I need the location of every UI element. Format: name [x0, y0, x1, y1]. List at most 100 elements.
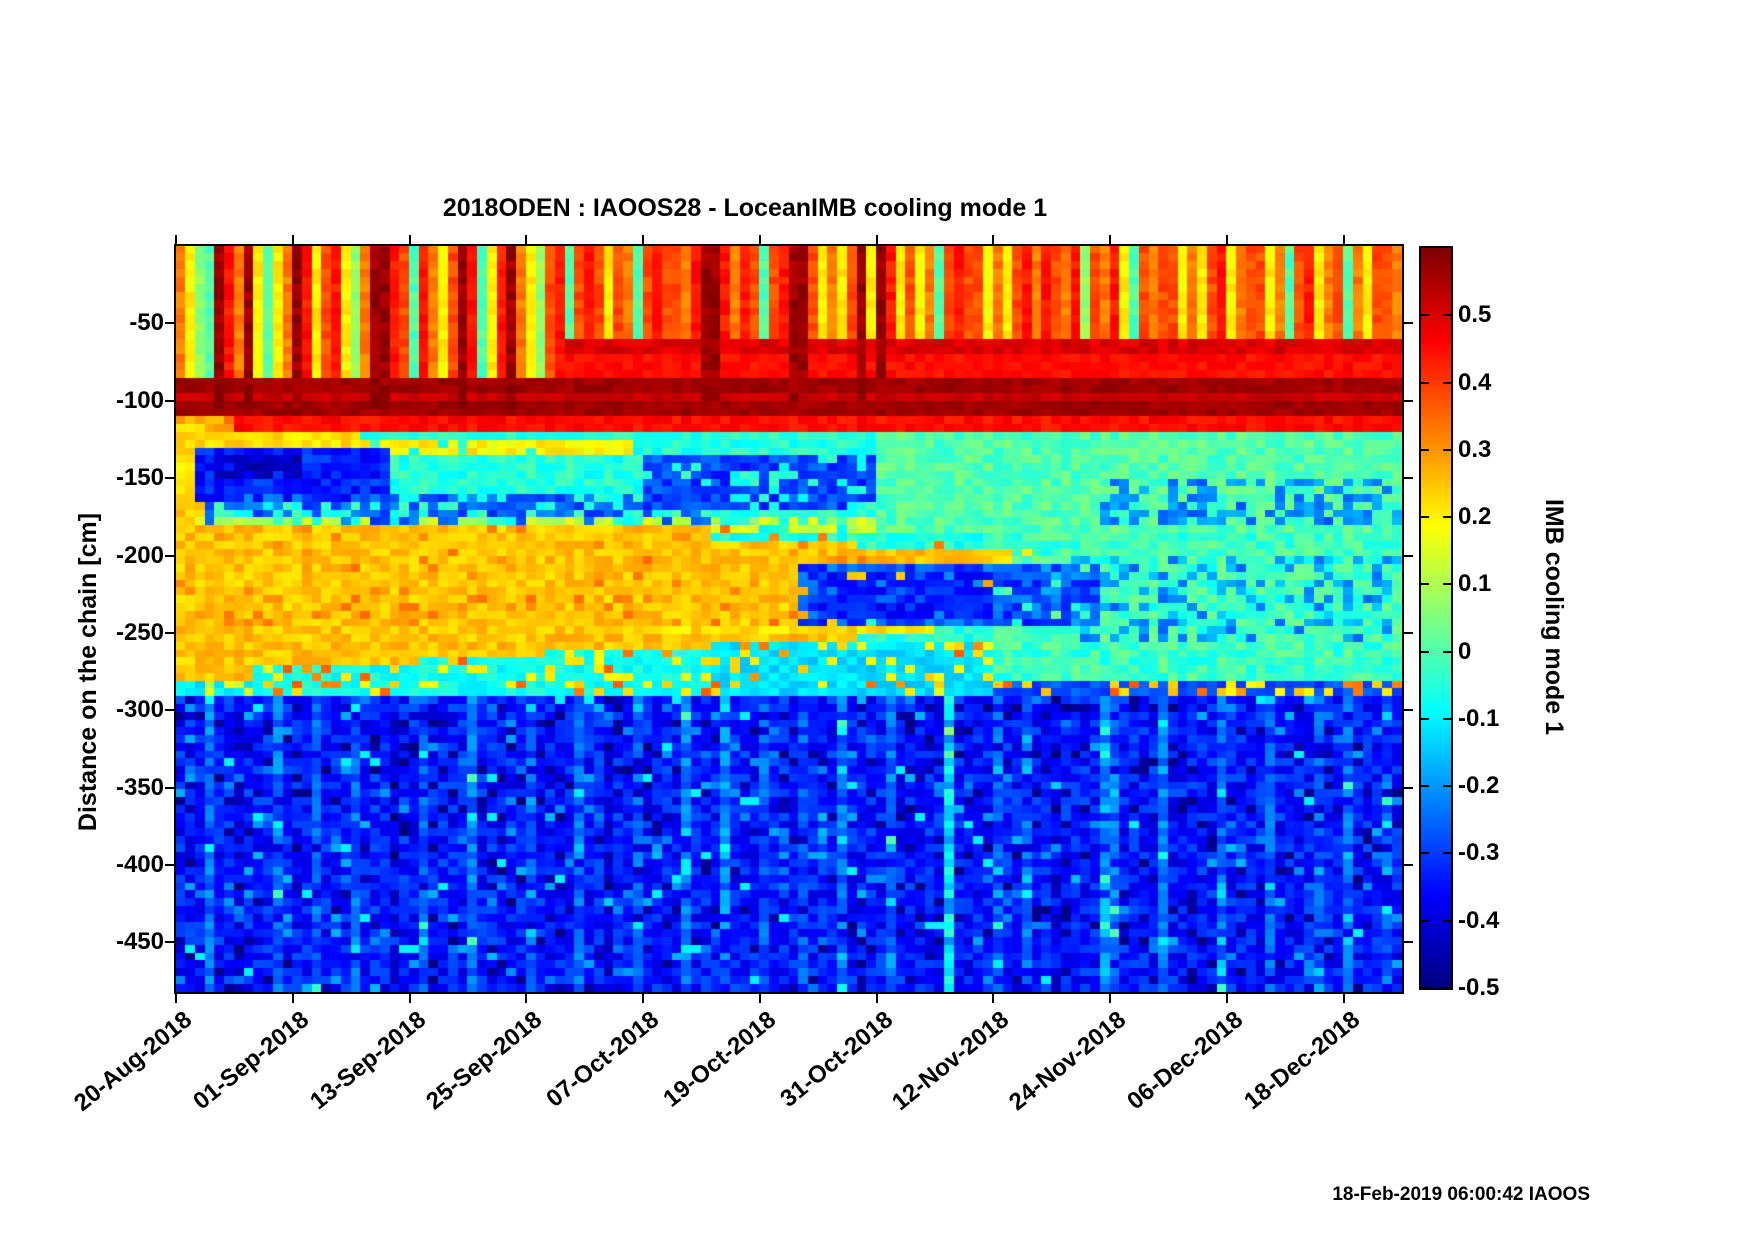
x-tick-label: 07-Oct-2018: [541, 1006, 665, 1113]
x-tick: [642, 994, 645, 1003]
y-tick-right: [1404, 786, 1413, 789]
x-tick-label: 19-Oct-2018: [658, 1006, 781, 1113]
colorbar-tick: [1443, 583, 1451, 586]
x-tick-top: [992, 235, 995, 244]
timestamp: 18-Feb-2019 06:00:42 IAOOS: [1332, 1184, 1590, 1205]
colorbar-tick: [1443, 717, 1451, 720]
y-tick: [165, 864, 174, 867]
colorbar-tick: [1443, 785, 1451, 788]
colorbar-tick: [1443, 381, 1451, 384]
y-tick: [165, 631, 174, 634]
y-tick-label: -200: [115, 541, 164, 569]
x-tick: [525, 994, 528, 1003]
x-tick-label: 12-Nov-2018: [887, 1006, 1015, 1116]
colorbar-border: [1419, 246, 1453, 990]
y-tick: [165, 941, 174, 944]
colorbar-tick-label: -0.3: [1458, 839, 1500, 867]
colorbar-tick-label: 0.2: [1458, 503, 1492, 531]
plot-border: [174, 244, 1404, 994]
x-tick: [758, 994, 761, 1003]
y-tick-label: -100: [115, 386, 164, 414]
x-tick-label: 06-Dec-2018: [1121, 1006, 1248, 1116]
y-tick-label: -400: [115, 851, 164, 879]
colorbar-tick: [1443, 919, 1451, 922]
x-tick: [1342, 994, 1345, 1003]
y-tick: [165, 322, 174, 325]
y-tick: [165, 554, 174, 557]
colorbar-tick: [1421, 448, 1429, 451]
y-tick-label: -250: [115, 618, 164, 646]
y-tick-right: [1404, 709, 1413, 712]
colorbar-tick: [1421, 516, 1429, 519]
y-tick-right: [1404, 399, 1413, 402]
colorbar-tick-label: -0.1: [1458, 704, 1500, 732]
y-tick: [165, 786, 174, 789]
y-tick-right: [1404, 322, 1413, 325]
y-tick-label: -350: [115, 773, 164, 801]
colorbar-label: IMB cooling mode 1: [1540, 498, 1568, 736]
y-tick-label: -450: [115, 928, 164, 956]
x-tick-top: [175, 235, 177, 244]
x-tick-top: [1225, 235, 1228, 244]
x-tick-top: [525, 235, 528, 244]
x-tick: [1225, 994, 1228, 1003]
colorbar-tick: [1443, 650, 1451, 653]
colorbar-tick: [1421, 987, 1429, 989]
x-tick: [875, 994, 878, 1003]
colorbar-tick: [1443, 448, 1451, 451]
colorbar-tick-label: 0.1: [1458, 570, 1492, 598]
colorbar-tick-label: -0.2: [1458, 772, 1500, 800]
x-tick-top: [875, 235, 878, 244]
x-tick-top: [642, 235, 645, 244]
x-tick-top: [408, 235, 411, 244]
y-tick-right: [1404, 554, 1413, 557]
y-tick-right: [1404, 477, 1413, 480]
y-tick-right: [1404, 631, 1413, 634]
colorbar-tick: [1443, 987, 1451, 989]
colorbar-tick: [1421, 650, 1429, 653]
x-tick-label: 01-Sep-2018: [187, 1006, 314, 1116]
colorbar-tick: [1421, 852, 1429, 855]
y-tick: [165, 399, 174, 402]
colorbar-tick-label: -0.5: [1458, 974, 1500, 1001]
colorbar-tick-label: 0.5: [1458, 301, 1492, 329]
chart-title: 2018ODEN : IAOOS28 - LoceanIMB cooling m…: [442, 194, 1048, 222]
colorbar-tick-label: 0.4: [1458, 368, 1492, 396]
colorbar-tick: [1443, 516, 1451, 519]
colorbar-tick: [1421, 785, 1429, 788]
y-tick-right: [1404, 941, 1413, 944]
x-tick: [291, 994, 294, 1003]
colorbar-tick: [1421, 583, 1429, 586]
colorbar-tick: [1421, 717, 1429, 720]
colorbar-tick-label: 0.3: [1458, 435, 1492, 463]
y-tick: [165, 709, 174, 712]
colorbar-tick-label: 0: [1458, 637, 1472, 665]
x-tick-label: 31-Oct-2018: [774, 1006, 898, 1113]
y-tick-label: -150: [115, 464, 164, 492]
y-axis-label: Distance on the chain [cm]: [74, 512, 102, 832]
colorbar-tick: [1421, 381, 1429, 384]
x-tick-top: [758, 235, 761, 244]
colorbar-tick: [1421, 314, 1429, 317]
x-tick-label: 24-Nov-2018: [1004, 1006, 1132, 1116]
colorbar-tick-label: -0.4: [1458, 906, 1500, 934]
y-tick-label: -300: [115, 696, 164, 724]
x-tick-top: [1109, 235, 1112, 244]
x-tick: [1109, 994, 1112, 1003]
x-tick-top: [1342, 235, 1345, 244]
x-tick-top: [291, 235, 294, 244]
x-tick-label: 18-Dec-2018: [1238, 1006, 1365, 1116]
heatmap-canvas: [176, 246, 1402, 992]
x-tick-label: 13-Sep-2018: [304, 1006, 431, 1116]
y-tick-right: [1404, 864, 1413, 867]
colorbar-tick: [1443, 314, 1451, 317]
x-tick: [992, 994, 995, 1003]
y-tick-label: -50: [129, 309, 164, 337]
x-tick: [175, 994, 177, 1003]
y-tick: [165, 477, 174, 480]
colorbar-canvas: [1421, 248, 1451, 988]
colorbar-tick: [1443, 852, 1451, 855]
x-tick: [408, 994, 411, 1003]
x-tick-label: 25-Sep-2018: [421, 1006, 548, 1116]
